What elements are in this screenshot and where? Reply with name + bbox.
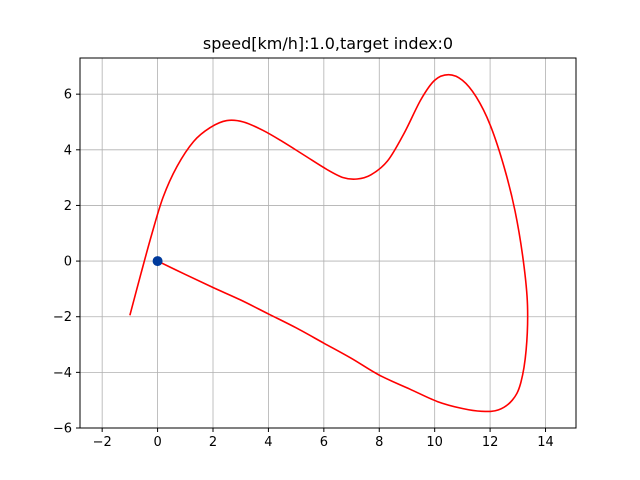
current-position-marker <box>152 256 163 267</box>
x-tick-label: −2 <box>93 435 112 450</box>
trajectory-line <box>129 73 529 413</box>
y-tick-label: 4 <box>64 143 72 158</box>
x-tick-label: 8 <box>375 435 383 450</box>
y-axis-ticks: −6 −4 −2 0 2 4 6 <box>53 88 80 437</box>
x-tick-label: 4 <box>264 435 272 450</box>
y-tick-label: −2 <box>53 310 72 325</box>
y-tick-label: 6 <box>64 88 72 103</box>
plot-area-frame <box>79 57 577 429</box>
y-tick-label: 2 <box>64 199 72 214</box>
x-tick-label: 2 <box>209 435 217 450</box>
x-tick-label: 10 <box>426 435 443 450</box>
marker-group <box>152 256 163 267</box>
x-axis-ticks: −2 0 2 4 6 8 10 12 14 <box>93 428 554 450</box>
chart-title: speed[km/h]:1.0,target index:0 <box>203 34 453 53</box>
grid-lines <box>80 58 576 429</box>
x-tick-label: 6 <box>320 435 328 450</box>
x-tick-label: 0 <box>153 435 161 450</box>
y-tick-label: −4 <box>53 366 72 381</box>
x-tick-label: 14 <box>537 435 554 450</box>
x-tick-label: 12 <box>482 435 499 450</box>
series-group <box>129 73 529 413</box>
y-tick-label: −6 <box>53 422 72 437</box>
y-tick-label: 0 <box>64 255 72 270</box>
